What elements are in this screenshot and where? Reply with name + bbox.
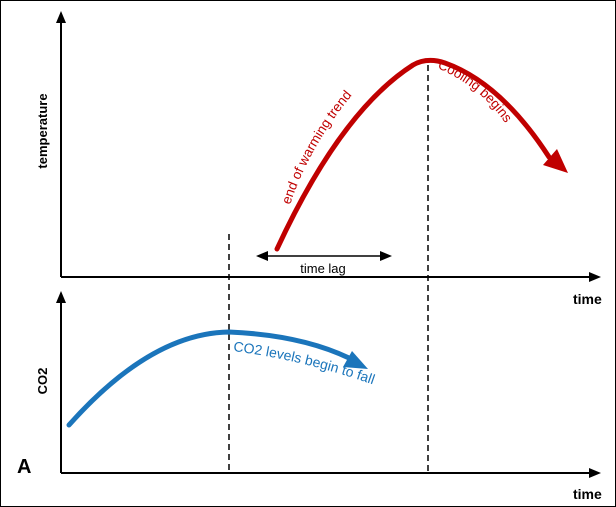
temperature-x-axis-label: time [573,291,602,307]
temperature-y-axis-arrowhead [56,11,66,23]
co2-y-axis-arrowhead [56,291,66,303]
time-lag-label: time lag [300,261,346,276]
co2-x-axis-label: time [573,486,602,502]
rising-curve-label: end of warming trend [279,88,355,206]
temperature-curve [274,57,552,252]
temperature-y-axis-label: temperature [35,93,50,168]
co2-curve-arrowhead [343,351,368,369]
panel-letter: A [17,456,31,478]
co2-x-axis-arrowhead [589,468,601,478]
co2-curve [66,329,352,428]
temperature-panel: temperature time end of warming trend Co… [35,11,602,307]
temperature-curve-arrowhead [543,149,568,173]
co2-panel: CO2 time A CO2 levels begin to fall [17,291,602,502]
co2-y-axis-label: CO2 [35,368,50,395]
falling-curve-label: Cooling begins [436,57,515,125]
temperature-x-axis-arrowhead [589,272,601,282]
time-lag-arrowhead-left [256,251,268,261]
time-lag-arrowhead-right [380,251,392,261]
